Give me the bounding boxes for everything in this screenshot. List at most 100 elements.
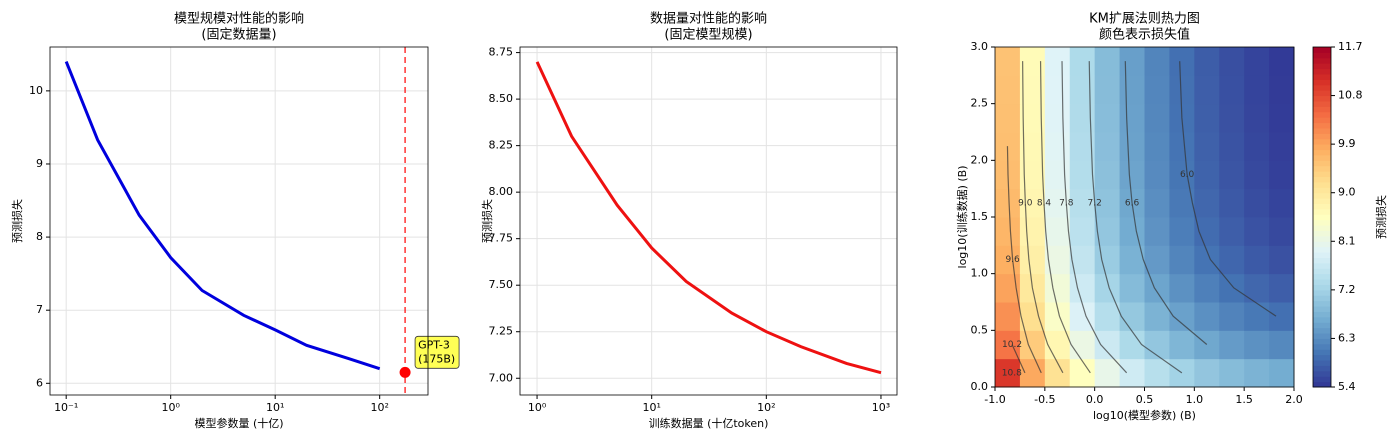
- heat-cell: [1194, 273, 1220, 303]
- y-tick-label: 7.75: [489, 232, 514, 245]
- heat-cell: [1019, 188, 1046, 218]
- heat-cell: [1044, 330, 1071, 360]
- colorbar-cell: [1313, 230, 1331, 237]
- y-tick-label: 7.25: [489, 325, 514, 338]
- heat-cell: [1194, 245, 1220, 275]
- colorbar-cell: [1313, 235, 1331, 242]
- heat-cell: [1269, 273, 1295, 303]
- colorbar-cell: [1313, 149, 1331, 156]
- heat-cell: [1194, 75, 1220, 105]
- colorbar-cell: [1313, 300, 1331, 307]
- heat-cell: [1094, 273, 1121, 303]
- heat-cell: [1244, 358, 1270, 388]
- heat-cell: [1269, 302, 1295, 331]
- heat-cell: [1269, 188, 1295, 218]
- heat-cell: [1069, 330, 1096, 360]
- colorbar-cell: [1313, 79, 1331, 86]
- heat-cell: [1244, 160, 1270, 190]
- colorbar-cell: [1313, 370, 1331, 377]
- colorbar-tick-label: 8.1: [1338, 234, 1356, 247]
- heat-cell: [1069, 160, 1096, 190]
- colorbar-cell: [1313, 295, 1331, 302]
- colorbar-cell: [1313, 381, 1331, 388]
- heat-cell: [1144, 302, 1170, 331]
- heat-cell: [995, 217, 1021, 246]
- colorbar-cell: [1313, 268, 1331, 275]
- heat-cell: [1044, 75, 1071, 105]
- heat-cell: [1044, 217, 1071, 246]
- heat-cell: [1244, 330, 1270, 360]
- heat-cell: [995, 358, 1021, 388]
- colorbar-cell: [1313, 133, 1331, 140]
- colorbar-cell: [1313, 257, 1331, 264]
- heat-cell: [1069, 273, 1096, 303]
- y-tick-label: 7: [36, 303, 43, 316]
- chart-subtitle: 颜色表示损失值: [1099, 27, 1190, 43]
- colorbar-cell: [1313, 360, 1331, 366]
- heat-cell: [1119, 132, 1145, 161]
- heat-cell: [1194, 358, 1220, 388]
- y-tick-label: 10: [29, 84, 43, 97]
- heat-cell: [1144, 245, 1170, 275]
- y-tick-label: 2.5: [971, 97, 989, 110]
- heat-cell: [1244, 75, 1270, 105]
- colorbar-cell: [1313, 100, 1331, 107]
- colorbar-cell: [1313, 192, 1331, 199]
- heat-cell: [1244, 217, 1270, 246]
- heat-cell: [1219, 358, 1245, 388]
- heat-cell: [1194, 47, 1220, 76]
- colorbar-cell: [1313, 284, 1331, 291]
- line-series: [64, 61, 381, 371]
- heat-cell: [1269, 47, 1295, 76]
- colorbar-cell: [1313, 52, 1331, 59]
- x-tick-label: 10¹: [266, 401, 284, 414]
- x-tick-label: 10³: [872, 401, 890, 414]
- chart-title: 模型规模对性能的影响: [174, 11, 304, 27]
- colorbar-tick-label: 5.4: [1338, 380, 1356, 393]
- y-tick-label: 8.25: [489, 139, 514, 152]
- heat-cell: [1244, 188, 1270, 218]
- contour-line: [1011, 344, 1026, 374]
- colorbar-cell: [1313, 338, 1331, 345]
- x-axis-label: 模型参数量 (十亿): [194, 416, 283, 430]
- heat-cell: [1094, 47, 1121, 76]
- heat-cell: [1044, 245, 1071, 275]
- colorbar-cell: [1313, 176, 1331, 183]
- heat-cell: [1269, 358, 1295, 388]
- heat-cell: [1269, 132, 1295, 161]
- heat-cell: [1269, 160, 1295, 190]
- heat-cell: [1069, 75, 1096, 105]
- heat-cell: [1044, 273, 1071, 303]
- colorbar-cell: [1313, 225, 1331, 231]
- colorbar-cell: [1313, 73, 1331, 80]
- heat-cell: [1019, 47, 1046, 76]
- colorbar-cell: [1313, 138, 1331, 145]
- heat-cell: [1269, 103, 1295, 133]
- heat-cell: [1069, 217, 1096, 246]
- y-tick-label: 2.0: [971, 153, 989, 166]
- heat-cell: [1119, 302, 1145, 331]
- annotation-text: GPT-3: [418, 338, 450, 351]
- colorbar-cell: [1313, 262, 1331, 269]
- heat-cell: [1169, 160, 1195, 190]
- heat-cell: [1144, 188, 1170, 218]
- colorbar-cell: [1313, 354, 1331, 361]
- heat-cell: [1219, 217, 1245, 246]
- axes-frame: [49, 46, 429, 396]
- heat-cell: [1169, 75, 1195, 105]
- heat-cell: [995, 103, 1021, 133]
- heat-cell: [1219, 273, 1245, 303]
- heat-cell: [1194, 302, 1220, 331]
- heat-cell: [1119, 217, 1145, 246]
- heat-cell: [1144, 273, 1170, 303]
- heat-cell: [1094, 330, 1121, 360]
- colorbar-cell: [1313, 333, 1331, 339]
- heat-cell: [1019, 245, 1046, 275]
- heat-cell: [1119, 358, 1145, 388]
- heat-cell: [1169, 47, 1195, 76]
- heat-cell: [1269, 217, 1295, 246]
- heat-cell: [1194, 217, 1220, 246]
- axes-frame: [519, 46, 898, 396]
- x-tick-label: 1.0: [1186, 393, 1204, 406]
